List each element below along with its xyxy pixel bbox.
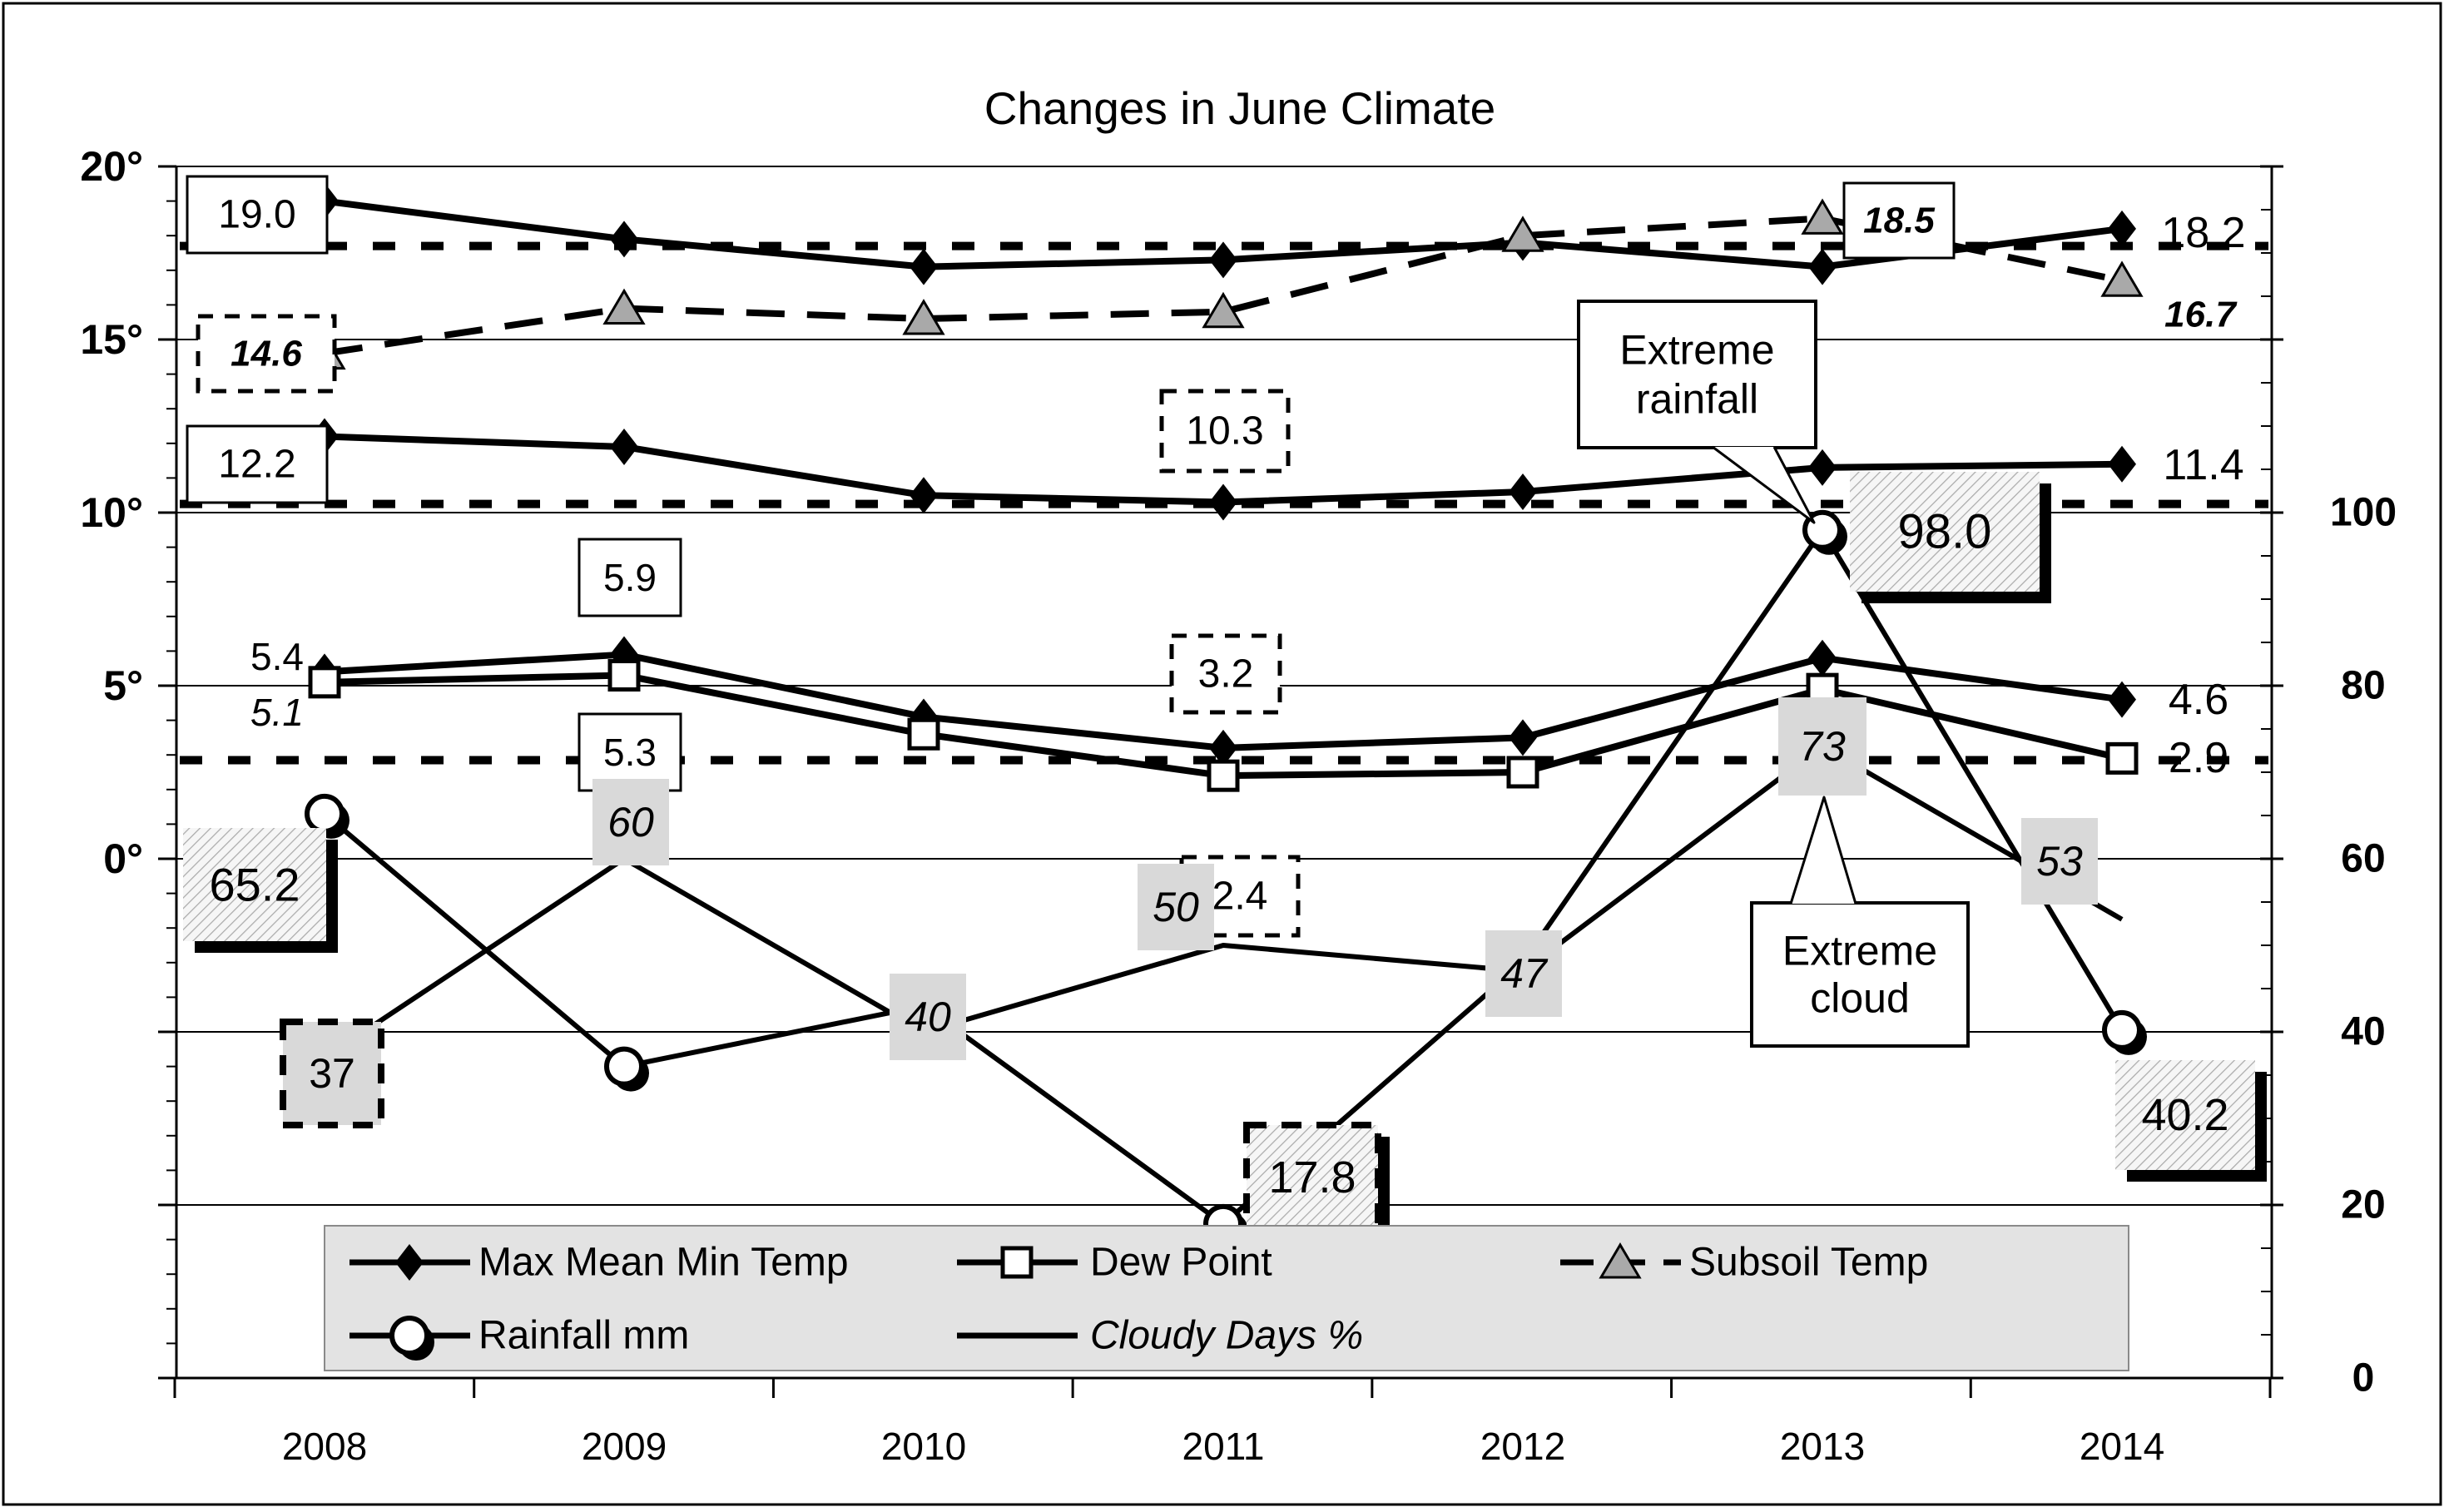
- left-axis-tick-label: 20°: [80, 143, 143, 190]
- legend-label: Rainfall mm: [478, 1314, 689, 1358]
- year-label: 2008: [282, 1425, 367, 1468]
- data-label: 53: [2021, 818, 2098, 905]
- legend-label: Max Mean Min Temp: [478, 1241, 849, 1285]
- year-label: 2011: [1182, 1425, 1265, 1468]
- label-text: 65.2: [210, 859, 300, 911]
- year-label: 2012: [1480, 1425, 1565, 1468]
- data-label: 19.0: [187, 176, 327, 253]
- rainfall-point: [2104, 1013, 2139, 1048]
- label-text: 37: [309, 1050, 355, 1097]
- data-label: 3.2: [1172, 636, 1280, 712]
- data-label: 10.3: [1162, 391, 1288, 471]
- label-text: 5.3: [603, 731, 657, 774]
- rainfall-point: [307, 796, 342, 831]
- data-label: 50: [1138, 864, 1214, 950]
- label-text: 18.2: [2161, 209, 2245, 257]
- label-text: 60: [607, 799, 654, 845]
- label-text: 50: [1153, 884, 1199, 930]
- label-text: 16.7: [2164, 295, 2238, 335]
- legend: Max Mean Min Temp Dew Point Subsoil Temp Ra…: [325, 1226, 2129, 1371]
- label-text: 17.8: [1268, 1153, 1356, 1202]
- right-axis-tick-label: 0: [2352, 1356, 2375, 1400]
- chart-title: Changes in June Climate: [984, 82, 1496, 134]
- callout-text: rainfall: [1636, 375, 1758, 422]
- data-label: 73: [1778, 697, 1866, 796]
- year-label: 2013: [1780, 1425, 1865, 1468]
- label-text: 2.4: [1212, 875, 1268, 919]
- callout-text: Extreme: [1782, 927, 1937, 974]
- label-text: 18.5: [1863, 201, 1935, 241]
- data-label: 18.5: [1844, 183, 1954, 258]
- dew-point-point: [310, 668, 339, 697]
- label-text: 53: [2036, 838, 2083, 885]
- legend-square-marker: [1003, 1248, 1031, 1277]
- right-axis-tick-label: 80: [2341, 664, 2385, 708]
- legend-label: Cloudy Days %: [1090, 1314, 1363, 1358]
- right-axis-tick-label: 40: [2341, 1010, 2385, 1054]
- label-text: 40: [905, 994, 951, 1040]
- label-text: 47: [1500, 950, 1549, 997]
- data-label: 5.9: [579, 539, 681, 616]
- label-text: 4.6: [2169, 676, 2228, 724]
- label-text: 5.9: [603, 556, 657, 599]
- changes-in-june-climate-chart: Changes in June Climate 19.0 14.6 12.2 5.4 5…: [0, 0, 2444, 1508]
- left-axis-tick-label: 0°: [103, 835, 143, 882]
- label-text: 12.2: [218, 443, 295, 487]
- climate-chart-image: Changes in June Climate 19.0 14.6 12.2 5.4 5…: [0, 0, 2444, 1508]
- data-label: 5.1: [250, 691, 304, 734]
- data-label: 11.4: [2163, 441, 2243, 489]
- dew-point-point: [2108, 744, 2136, 772]
- data-label: 60: [592, 779, 669, 865]
- label-text: 3.2: [1198, 652, 1254, 697]
- dew-point-point: [1209, 761, 1237, 790]
- data-label: 4.6: [2169, 676, 2228, 724]
- dew-point-point: [910, 720, 938, 748]
- data-label: 14.6: [198, 316, 335, 391]
- label-text: 11.4: [2163, 441, 2243, 489]
- left-axis-tick-label: 10°: [80, 489, 143, 536]
- data-label: 18.2: [2161, 209, 2245, 257]
- data-label: 17.8: [1247, 1125, 1390, 1242]
- year-label: 2014: [2080, 1425, 2164, 1468]
- left-axis-tick-label: 5°: [103, 662, 143, 709]
- right-axis-tick-label: 100: [2330, 491, 2397, 535]
- data-label: 5.4: [250, 635, 304, 678]
- label-text: 98.0: [1898, 505, 1992, 559]
- dew-point-point: [1509, 758, 1537, 786]
- data-label: 16.7: [2164, 295, 2238, 335]
- left-axis-tick-label: 15°: [80, 316, 143, 363]
- label-text: 2.9: [2169, 734, 2228, 782]
- legend-entry: Dew Point: [957, 1241, 1272, 1285]
- label-text: 19.0: [218, 193, 295, 237]
- data-label: 2.9: [2169, 734, 2228, 782]
- data-label: 37: [283, 1022, 381, 1125]
- data-label: 65.2: [183, 828, 338, 953]
- year-label: 2010: [881, 1425, 966, 1468]
- label-text: 40.2: [2141, 1090, 2228, 1140]
- legend-circle-marker: [392, 1318, 427, 1353]
- year-label: 2009: [582, 1425, 667, 1468]
- rainfall-point: [607, 1049, 642, 1084]
- label-text: 5.1: [250, 691, 304, 734]
- right-axis-tick-label: 60: [2341, 837, 2385, 881]
- legend-label: Dew Point: [1090, 1241, 1272, 1285]
- label-text: 73: [1799, 723, 1846, 770]
- data-label: 47: [1485, 930, 1562, 1017]
- callout-text: Extreme: [1619, 327, 1774, 374]
- right-axis-tick-label: 20: [2341, 1183, 2385, 1227]
- legend-label: Subsoil Temp: [1689, 1241, 1928, 1285]
- data-label: 40.2: [2115, 1060, 2267, 1182]
- label-text: 5.4: [250, 635, 304, 678]
- label-text: 14.6: [231, 334, 302, 374]
- callout-box: [1579, 301, 1816, 448]
- dew-point-point: [610, 662, 638, 690]
- callout-text: cloud: [1810, 975, 1910, 1022]
- label-text: 10.3: [1186, 409, 1263, 454]
- data-label: 40: [890, 974, 966, 1060]
- data-label: 98.0: [1850, 472, 2051, 603]
- data-label: 12.2: [187, 426, 327, 503]
